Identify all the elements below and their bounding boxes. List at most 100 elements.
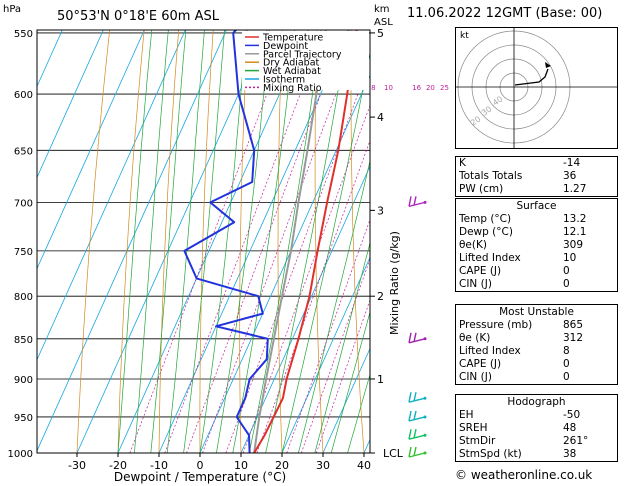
- wind-barb-dot: [423, 337, 427, 341]
- km-tick-label: 4: [377, 111, 384, 124]
- wind-barb-feather: [408, 429, 412, 440]
- pressure-tick-label: 700: [14, 198, 33, 209]
- surface-row: θe(K) 309: [456, 239, 617, 252]
- wind-barb-dot: [423, 200, 427, 204]
- surface-row: Dewp (°C) 12.1: [456, 226, 617, 239]
- legend-label: Temperature: [262, 33, 323, 44]
- dry-adiabat-line: [314, 30, 324, 453]
- dry-adiabat-line: [158, 30, 180, 453]
- wet-adiabat-line: [216, 30, 270, 453]
- km-tick-label: 2: [377, 290, 384, 303]
- dry-adiabat-line: [350, 30, 365, 453]
- legend-label: Dry Adiabat: [263, 58, 320, 69]
- most-unstable-row: CAPE (J) 0: [456, 358, 617, 371]
- pressure-tick-label: 900: [14, 375, 33, 386]
- mixing-ratio-line: [186, 93, 322, 453]
- datetime-label: 11.06.2022 12GMT (Base: 00): [407, 6, 603, 21]
- row-value: 10: [563, 252, 577, 264]
- row-label: PW (cm): [459, 183, 504, 195]
- row-label: Lifted Index: [459, 345, 521, 357]
- legend-label: Parcel Trajectory: [263, 49, 342, 60]
- mixing-ratio-label: 8: [371, 84, 375, 92]
- row-value: -50: [563, 409, 581, 421]
- row-value: 865: [563, 319, 584, 331]
- index-row: K -14: [456, 157, 617, 170]
- dry-adiabat-line: [386, 0, 405, 453]
- wet-adiabat-line: [150, 30, 187, 453]
- wet-adiabat-line: [134, 30, 169, 453]
- row-label: K: [459, 157, 466, 169]
- wet-adiabat-line: [314, 241, 370, 453]
- temperature-tick-label: -20: [109, 459, 127, 472]
- plot-frame: [36, 29, 371, 454]
- wet-adiabat-line: [248, 30, 322, 453]
- surface-row: CIN (J) 0: [456, 278, 617, 291]
- temperature-tick-label: 30: [316, 459, 330, 472]
- wind-barb-feather: [408, 196, 412, 207]
- row-label: CIN (J): [459, 278, 492, 290]
- row-label: Pressure (mb): [459, 319, 533, 331]
- wind-barb-shaft: [408, 416, 426, 422]
- isotherm-line: [281, 256, 370, 453]
- row-value: 0: [563, 358, 570, 370]
- temperature-tick-label: -30: [68, 459, 86, 472]
- wet-adiabat-line: [298, 159, 370, 453]
- wind-barb-feather: [408, 446, 412, 458]
- hodograph-plot: kt 20 30 40: [455, 27, 618, 149]
- row-value: 0: [563, 278, 570, 290]
- pressure-tick-label: 1000: [8, 449, 33, 460]
- row-label: CAPE (J): [459, 265, 502, 277]
- row-label: EH: [459, 409, 474, 421]
- row-value: -14: [563, 157, 581, 169]
- row-label: SREH: [459, 422, 488, 434]
- wind-barb-shaft: [408, 338, 426, 344]
- hodograph-row: EH -50: [456, 409, 617, 422]
- pressure-tick-label: 550: [14, 29, 33, 40]
- temperature-tick-label: 10: [234, 459, 248, 472]
- wind-barb-shaft: [408, 452, 426, 458]
- km-tick-label: 5: [377, 27, 384, 40]
- dry-adiabat-line: [277, 30, 283, 453]
- wet-adiabat-line: [232, 30, 296, 453]
- mixing-ratio-line: [164, 93, 301, 453]
- row-label: Temp (°C): [459, 213, 512, 225]
- surface-row: Temp (°C) 13.2: [456, 213, 617, 226]
- isotherm-line: [76, 30, 268, 453]
- dry-adiabat-line: [239, 30, 249, 453]
- row-value: 0: [563, 371, 570, 383]
- dewpoint-line: [183, 30, 269, 453]
- hodograph-kt-label: kt: [460, 31, 469, 41]
- most-unstable-title: Most Unstable: [499, 306, 574, 318]
- km-tick-label: 3: [377, 204, 384, 217]
- pressure-tick-label: 650: [14, 146, 33, 157]
- most-unstable-row: Pressure (mb) 865: [456, 319, 617, 332]
- pressure-tick-label: 600: [14, 90, 33, 101]
- mixing-ratio-label: 20: [426, 84, 435, 92]
- pressure-tick-label: 800: [14, 292, 33, 303]
- isotherm-line: [199, 74, 370, 453]
- hodograph-panel: Hodograph EH -50 SREH 48 StmDir 261° StmSpd (k…: [455, 394, 618, 462]
- wet-adiabat-line: [183, 30, 225, 453]
- temperature-tick-label: 40: [357, 459, 371, 472]
- wind-barb-shaft: [408, 434, 426, 440]
- km-tick-label: LCL: [383, 447, 404, 460]
- index-row: PW (cm) 1.27: [456, 183, 617, 196]
- mixing-ratio-label: 16: [412, 84, 421, 92]
- row-value: 309: [563, 239, 584, 251]
- wind-barbs: [408, 196, 427, 458]
- row-value: 0: [563, 265, 570, 277]
- row-value: 38: [563, 448, 577, 460]
- most-unstable-row: θe (K) 312: [456, 332, 617, 345]
- legend-label: Dewpoint: [263, 41, 308, 52]
- hodograph-arrow-icon: [545, 62, 551, 68]
- most-unstable-row: CIN (J) 0: [456, 371, 617, 384]
- indices-panel: K -14 Totals Totals 36 PW (cm) 1.27: [455, 156, 618, 197]
- row-label: θe(K): [459, 239, 487, 251]
- row-label: Dewp (°C): [459, 226, 513, 238]
- index-row: Totals Totals 36: [456, 170, 617, 183]
- pressure-tick-label: 950: [14, 413, 33, 424]
- temperature-tick-label: 20: [275, 459, 289, 472]
- wind-barb-feather: [413, 196, 417, 206]
- plot-area: [37, 0, 405, 453]
